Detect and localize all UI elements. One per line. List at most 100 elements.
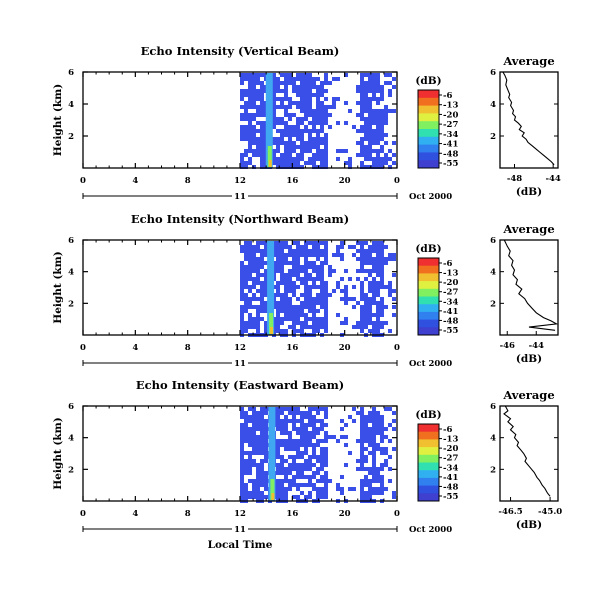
heatmap-cell	[284, 153, 288, 157]
heatmap-cell	[328, 435, 332, 439]
heatmap-cell	[320, 253, 324, 257]
heatmap-cell	[356, 439, 360, 443]
heatmap-cell	[372, 261, 376, 265]
heatmap-cell	[312, 309, 316, 313]
heatmap-cell	[356, 129, 360, 133]
heatmap-cell	[276, 455, 280, 459]
heatmap-cell	[316, 105, 320, 109]
heatmap-cell	[288, 137, 292, 141]
heatmap-cell	[256, 435, 260, 439]
heatmap-cell	[324, 241, 328, 245]
heatmap-cell	[296, 145, 300, 149]
heatmap-cell	[248, 117, 252, 121]
heatmap-cell	[240, 329, 244, 333]
heatmap-cell	[284, 109, 288, 113]
heatmap-cell	[240, 261, 244, 265]
heatmap-cell	[364, 157, 368, 161]
heatmap-cell	[308, 301, 312, 305]
heatmap-cell	[316, 269, 320, 273]
heatmap-cell	[272, 81, 276, 85]
heatmap-cell	[288, 447, 292, 451]
heatmap-cell	[248, 121, 252, 125]
heatmap-cell	[292, 265, 296, 269]
heatmap-cell	[312, 419, 316, 423]
heatmap-cell	[304, 93, 308, 97]
heatmap-cell	[352, 297, 356, 301]
day-label-bg	[232, 190, 248, 200]
heatmap-cell	[316, 149, 320, 153]
heatmap-cell	[360, 423, 364, 427]
heatmap-cell	[368, 73, 372, 77]
day-label-bg	[232, 523, 248, 533]
heatmap-cell	[304, 149, 308, 153]
heatmap-cell	[304, 277, 308, 281]
heatmap-cell	[344, 317, 348, 321]
heatmap-cell	[336, 97, 340, 101]
heatmap-cell	[324, 253, 328, 257]
heatmap-cell	[240, 285, 244, 289]
heatmap-cell	[304, 249, 308, 253]
heatmap-cell	[280, 459, 284, 463]
heatmap-cell	[316, 325, 320, 329]
heatmap-cell	[272, 97, 276, 101]
heatmap-cell	[296, 269, 300, 273]
heatmap-cell	[280, 269, 284, 273]
heatmap-cell	[364, 313, 368, 317]
heatmap-cell	[304, 145, 308, 149]
heatmap-cell	[376, 317, 380, 321]
heatmap-cell	[308, 137, 312, 141]
heatmap-cell	[308, 157, 312, 161]
heatmap-cell	[300, 471, 304, 475]
heatmap-cell	[328, 293, 332, 297]
heatmap-cell	[300, 305, 304, 309]
heatmap-cell	[340, 149, 344, 153]
heatmap-cell	[368, 245, 372, 249]
heatmap-cell	[344, 443, 348, 447]
heatmap-cell	[372, 313, 376, 317]
heatmap-cell	[256, 277, 260, 281]
heatmap-cell	[272, 73, 276, 77]
heatmap-cell	[296, 101, 300, 105]
heatmap-cell	[356, 301, 360, 305]
heatmap-cell	[316, 101, 320, 105]
heatmap-cell	[308, 297, 312, 301]
heatmap-cell	[240, 325, 244, 329]
heatmap-cell	[256, 411, 260, 415]
heatmap-cell	[320, 427, 324, 431]
heatmap-cell	[284, 475, 288, 479]
heatmap-cell	[360, 245, 364, 249]
heatmap-cell	[244, 257, 248, 261]
heatmap-cell	[380, 93, 384, 97]
heatmap-cell	[380, 467, 384, 471]
heatmap-cell	[320, 81, 324, 85]
heatmap-cell	[248, 105, 252, 109]
heatmap-cell	[312, 463, 316, 467]
heatmap-cell	[288, 101, 292, 105]
heatmap-cell	[388, 423, 392, 427]
heatmap-cell	[292, 149, 296, 153]
heatmap-cell	[264, 419, 268, 423]
heatmap-cell	[256, 289, 260, 293]
heatmap-cell	[360, 487, 364, 491]
heatmap-cell	[248, 427, 252, 431]
heatmap-cell	[260, 145, 264, 149]
heatmap-cell	[312, 407, 316, 411]
heatmap-cell	[316, 293, 320, 297]
heatmap-cell	[260, 97, 264, 101]
heatmap-cell	[392, 257, 396, 261]
heatmap-cell	[372, 93, 376, 97]
heatmap-cell	[368, 317, 372, 321]
heatmap-cell	[320, 463, 324, 467]
heatmap-cell	[360, 479, 364, 483]
colorbar-segment	[418, 454, 439, 463]
heatmap-cell	[288, 261, 292, 265]
heatmap-cell	[328, 113, 332, 117]
heatmap-cell	[292, 463, 296, 467]
heatmap-cell	[384, 261, 388, 265]
x-tick-label: 0	[80, 509, 86, 519]
heatmap-cell	[256, 479, 260, 483]
heatmap-cell	[388, 329, 392, 333]
heatmap-cell	[356, 89, 360, 93]
heatmap-cell	[260, 73, 264, 77]
heatmap-cell	[300, 281, 304, 285]
